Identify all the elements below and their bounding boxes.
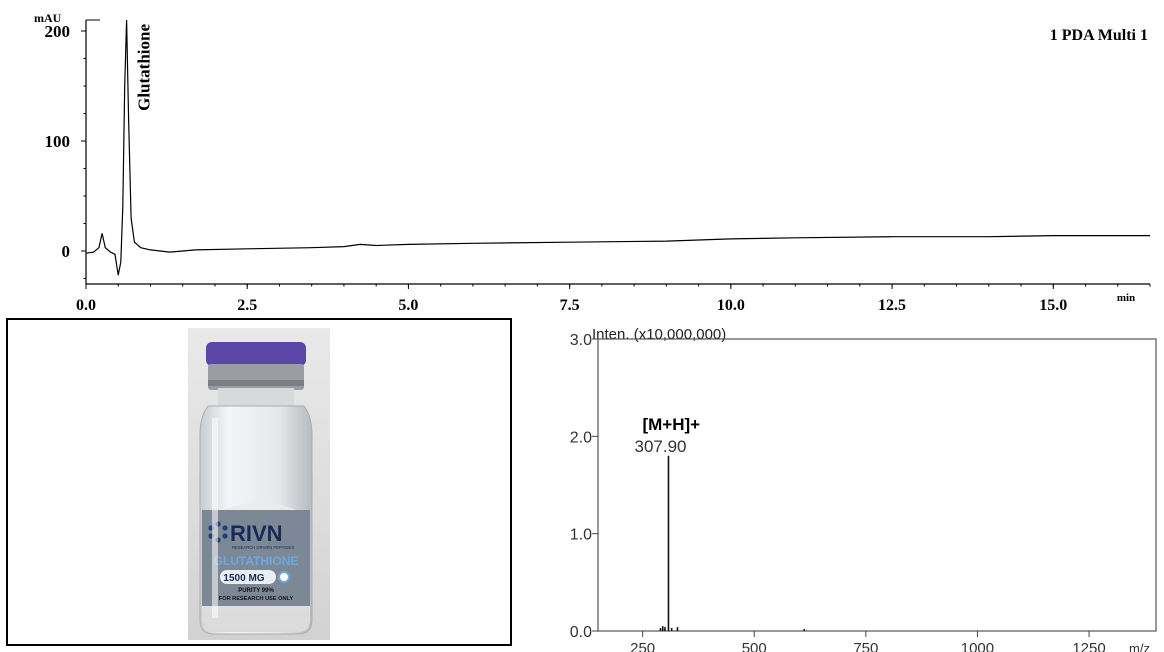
brand-tagline: RESEARCH DRIVEN PEPTIDES (232, 545, 294, 550)
ms-peak-value: 307.90 (634, 437, 686, 456)
ms-x-tick-label: 1250 (1072, 640, 1105, 652)
glutathione-peak-label: Glutathione (134, 24, 153, 111)
ms-x-tick-label: 250 (630, 640, 655, 652)
hplc-y-tick-label: 200 (45, 22, 71, 41)
ms-x-tick-label: 1000 (961, 640, 994, 652)
hplc-x-tick-label: 10.0 (717, 297, 745, 314)
hplc-x-tick-label: 5.0 (398, 297, 418, 314)
hplc-chromatogram: mAU 1 PDA Multi 1 min 0.0 2.5 5.0 7.5 10.0 12… (34, 11, 1151, 314)
brand-name: RIVN (230, 521, 283, 546)
product-name: GLUTATHIONE (214, 554, 299, 568)
ms-axes (597, 338, 1157, 632)
vial-crimp (208, 364, 304, 390)
vial-photo: RIVN RESEARCH DRIVEN PEPTIDES GLUTATHION… (199, 342, 313, 635)
hplc-x-tick-label: 7.5 (560, 297, 580, 314)
dose-badge (220, 570, 276, 584)
ms-y-tick-label: 3.0 (570, 332, 592, 349)
vial-cap (206, 342, 306, 366)
dose-circle-icon (278, 571, 290, 583)
ms-x-label: m/z (1129, 641, 1150, 652)
hplc-x-tick-label: 0.0 (76, 297, 96, 314)
ms-ion-label: [M+H]+ (642, 415, 700, 434)
ms-y-tick-label: 0.0 (570, 624, 592, 641)
product-photo-panel: RIVN RESEARCH DRIVEN PEPTIDES GLUTATHION… (6, 318, 512, 646)
hplc-x-label: min (1117, 292, 1135, 304)
ms-plot-frame (597, 338, 1157, 632)
ms-y-label: Inten. (x10,000,000) (592, 326, 726, 343)
hplc-series-line (85, 19, 1150, 276)
ms-x-tick-label: 500 (742, 640, 767, 652)
hplc-x-tick-label: 12.5 (878, 297, 906, 314)
hplc-y-tick-label: 100 (45, 132, 71, 151)
vial-neck (218, 388, 294, 406)
glass-highlight (212, 418, 218, 618)
hplc-legend: 1 PDA Multi 1 (1050, 27, 1148, 44)
ms-ticks: 0.0 1.0 2.0 3.0 250 500 750 1000 1250 (570, 332, 1106, 652)
mass-spectrum-chart: Inten. (x10,000,000) 0.0 1.0 2.0 3.0 250 500 7… (570, 326, 1157, 652)
vial-crimp-band (208, 380, 304, 386)
hplc-y-tick-label: 0 (62, 242, 71, 261)
hplc-ticks: 0.0 2.5 5.0 7.5 10.0 12.5 15.0 0 100 200 (45, 22, 1151, 314)
vial-label (202, 510, 310, 606)
ms-x-tick-label: 750 (853, 640, 878, 652)
hplc-y-label: mAU (34, 11, 62, 25)
dose-text: 1500 MG (223, 573, 264, 584)
disclaimer-text: FOR RESEARCH USE ONLY (219, 596, 294, 602)
ms-y-tick-label: 2.0 (570, 429, 592, 446)
hplc-x-tick-label: 2.5 (237, 297, 257, 314)
hplc-axes (85, 19, 1150, 285)
purity-text: PURITY 99% (238, 588, 274, 594)
ms-peaks (659, 455, 806, 631)
ms-y-tick-label: 1.0 (570, 527, 592, 544)
hplc-x-tick-label: 15.0 (1039, 297, 1067, 314)
